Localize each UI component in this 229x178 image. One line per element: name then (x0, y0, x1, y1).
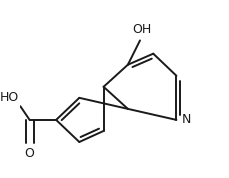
Text: HO: HO (0, 91, 19, 104)
Text: O: O (25, 147, 34, 160)
Text: N: N (180, 113, 190, 126)
Text: OH: OH (132, 23, 151, 36)
